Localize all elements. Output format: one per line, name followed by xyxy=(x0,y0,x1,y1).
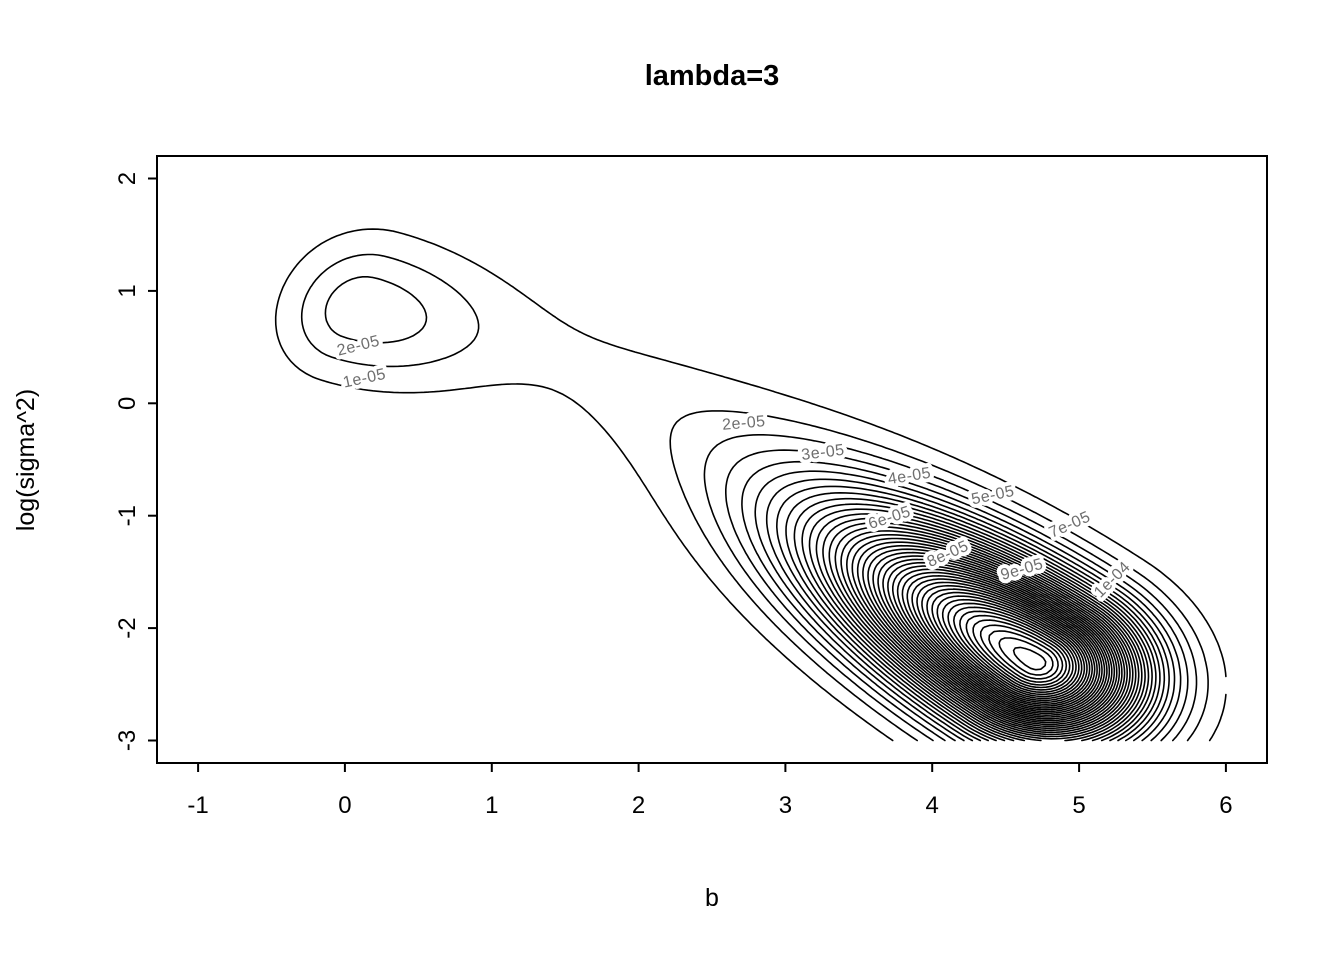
contour-line xyxy=(965,614,1071,689)
contour-label: 4e-05 xyxy=(887,465,933,489)
contour-line xyxy=(822,517,1143,742)
contour-label: 1e-05 xyxy=(342,366,388,392)
y-tick-label: 0 xyxy=(114,397,141,410)
contour-line xyxy=(324,276,1198,742)
y-tick-label: -2 xyxy=(114,617,141,638)
contour-line xyxy=(801,503,1153,742)
contour-line xyxy=(979,624,1064,683)
contour-line xyxy=(921,584,1093,705)
x-axis-title: b xyxy=(705,884,719,912)
y-tick-label: 1 xyxy=(114,284,141,297)
contour-line xyxy=(274,228,1227,742)
x-tick-label: 0 xyxy=(338,792,351,819)
contour-line xyxy=(931,591,1088,702)
contour-line xyxy=(901,571,1103,713)
contour-line xyxy=(776,485,1166,742)
contour-line xyxy=(300,253,1209,742)
contour-lines xyxy=(274,228,1227,742)
contour-line xyxy=(959,610,1074,691)
contour-line xyxy=(828,522,1140,740)
contour-line xyxy=(856,541,1126,730)
x-tick-label: 2 xyxy=(632,792,645,819)
contour-line xyxy=(941,598,1083,698)
plot-box xyxy=(156,155,1268,764)
contour-line xyxy=(793,497,1157,742)
contour-line xyxy=(953,606,1077,693)
contour-label: 5e-05 xyxy=(970,483,1016,509)
contour-line xyxy=(867,548,1121,726)
contour-line xyxy=(725,449,1189,742)
axes: -1 0 1 2 3 4 5 6 -3 -2 -1 0 1 2 xyxy=(114,172,1233,819)
contour-label: 3e-05 xyxy=(800,442,845,464)
contour-line xyxy=(887,561,1111,718)
contour-line xyxy=(834,526,1137,738)
contour-line xyxy=(815,513,1146,742)
plot-title: lambda=3 xyxy=(645,60,780,92)
contour-line xyxy=(911,578,1098,709)
x-tick-label: 1 xyxy=(485,792,498,819)
contour-label: 2e-05 xyxy=(722,413,767,434)
x-tick-label: 5 xyxy=(1072,792,1085,819)
contour-line xyxy=(851,537,1128,732)
contour-line xyxy=(785,492,1161,742)
contour-line xyxy=(936,595,1086,700)
x-tick-label: -1 xyxy=(187,792,208,819)
contour-line xyxy=(947,602,1080,696)
x-tick-label: 3 xyxy=(779,792,792,819)
contour-line xyxy=(862,544,1123,728)
contour-line xyxy=(741,460,1182,742)
contour-line xyxy=(808,508,1150,742)
y-tick-label: 2 xyxy=(114,172,141,185)
contour-label: 7e-05 xyxy=(1047,508,1094,541)
y-axis-title: log(sigma^2) xyxy=(12,389,40,531)
contour-line xyxy=(972,619,1068,686)
x-tick-label: 4 xyxy=(926,792,939,819)
contour-line xyxy=(892,565,1108,716)
contour-line xyxy=(872,551,1118,724)
contour-line xyxy=(882,558,1113,720)
contour-line xyxy=(906,575,1101,711)
contour-line xyxy=(1012,646,1047,671)
contour-line xyxy=(998,637,1054,676)
contour-line xyxy=(840,530,1134,736)
contour-line xyxy=(877,555,1116,722)
contour-line xyxy=(916,581,1096,707)
contour-line xyxy=(988,630,1059,680)
x-tick-label: 6 xyxy=(1219,792,1232,819)
contour-line xyxy=(754,470,1176,742)
contour-line xyxy=(765,478,1170,742)
contour-line xyxy=(926,588,1091,704)
y-tick-label: -3 xyxy=(114,730,141,751)
contour-line xyxy=(896,568,1106,715)
contour-line xyxy=(846,534,1131,734)
y-tick-label: -1 xyxy=(114,505,141,526)
